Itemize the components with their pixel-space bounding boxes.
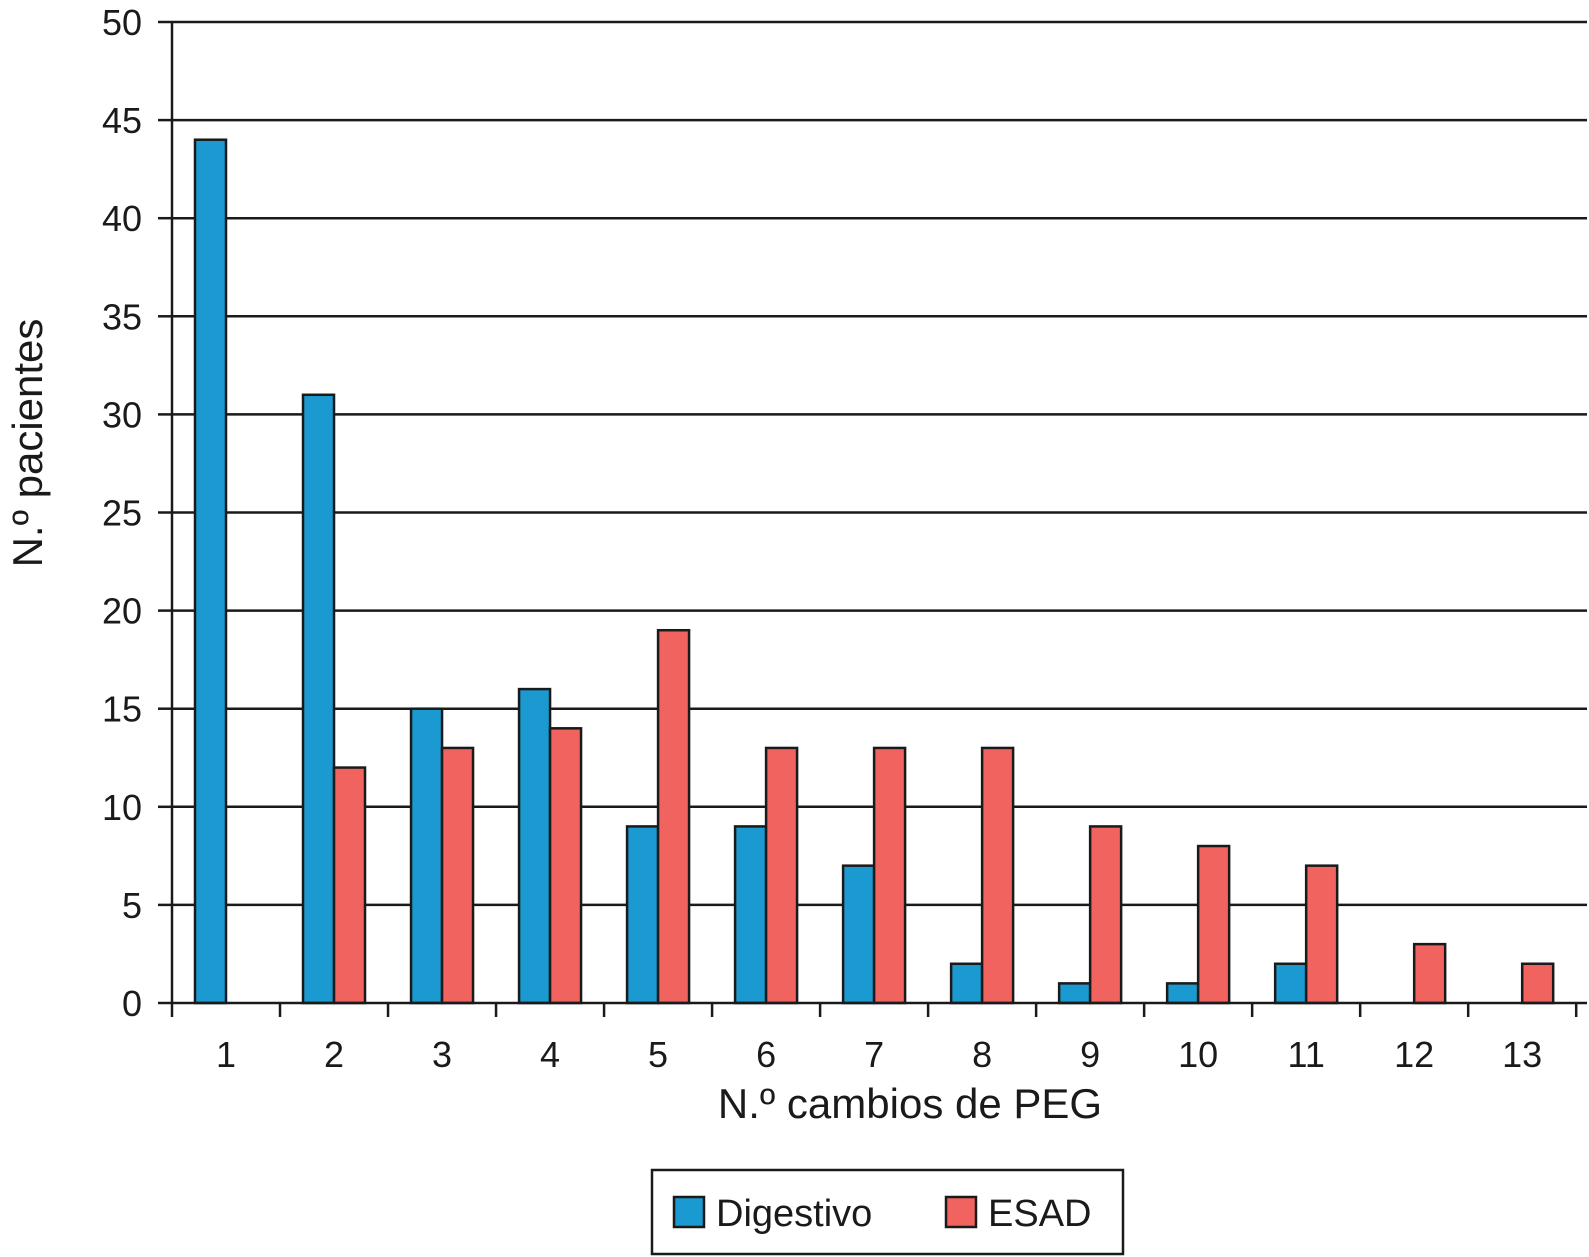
x-tick-label: 1 (216, 1034, 236, 1075)
x-tick-label: 7 (864, 1034, 884, 1075)
x-tick-label: 8 (972, 1034, 992, 1075)
bar-digestivo-3 (409, 707, 444, 1005)
x-tick-label: 5 (648, 1034, 668, 1075)
bar-esad-5 (656, 628, 691, 1005)
legend-label-digestivo: Digestivo (716, 1193, 872, 1235)
y-tick-label: 5 (122, 885, 142, 926)
bar-esad-6 (764, 746, 799, 1005)
bar-esad-11 (1304, 864, 1339, 1005)
legend-swatch-digestivo (672, 1195, 706, 1229)
y-tick-label: 10 (102, 787, 142, 828)
bar-digestivo-6 (733, 825, 768, 1005)
bar-digestivo-7 (841, 864, 876, 1005)
y-tick-label: 50 (102, 2, 142, 43)
x-tick-label: 12 (1394, 1034, 1434, 1075)
x-tick-label: 6 (756, 1034, 776, 1075)
x-tick-labels: 1 2 3 4 5 6 7 8 9 10 11 12 13 (170, 1003, 1578, 1075)
bar-esad-4 (548, 727, 583, 1005)
grid-lines (172, 20, 1587, 907)
bar-digestivo-10 (1165, 982, 1200, 1005)
y-tick-label: 40 (102, 198, 142, 239)
bar-esad-2 (332, 766, 367, 1005)
y-tick-label: 30 (102, 394, 142, 435)
bar-esad-12 (1412, 942, 1447, 1005)
bar-digestivo-8 (949, 962, 984, 1005)
bar-digestivo-9 (1057, 982, 1092, 1005)
bar-digestivo-1 (193, 138, 228, 1005)
bar-esad-3 (440, 746, 475, 1005)
bar-esad-10 (1196, 844, 1231, 1005)
x-tick-label: 9 (1080, 1034, 1100, 1075)
x-tick-label: 10 (1178, 1034, 1218, 1075)
legend: Digestivo ESAD (650, 1168, 1125, 1256)
y-tick-label: 35 (102, 296, 142, 337)
y-tick-label: 0 (122, 983, 142, 1024)
x-tick-label: 13 (1502, 1034, 1542, 1075)
legend-label-esad: ESAD (988, 1193, 1091, 1235)
x-axis-title: N.º cambios de PEG (718, 1080, 1102, 1127)
bar-esad-8 (980, 746, 1015, 1005)
y-tick-label: 25 (102, 493, 142, 534)
x-tick-label: 4 (540, 1034, 560, 1075)
bar-digestivo-4 (517, 687, 552, 1005)
x-tick-label: 3 (432, 1034, 452, 1075)
bar-esad-7 (872, 746, 907, 1005)
y-tick-label: 45 (102, 100, 142, 141)
bar-esad-13 (1520, 962, 1555, 1005)
bar-digestivo-2 (301, 393, 336, 1005)
bars (193, 138, 1555, 1005)
bar-digestivo-5 (625, 825, 660, 1005)
x-tick-label: 11 (1287, 1034, 1324, 1075)
y-axis-title: N.º pacientes (4, 319, 51, 568)
y-tick-label: 15 (102, 689, 142, 730)
y-tick-label: 20 (102, 591, 142, 632)
legend-box (650, 1168, 1125, 1256)
x-tick-label: 2 (324, 1034, 344, 1075)
bar-esad-9 (1088, 825, 1123, 1005)
bar-digestivo-11 (1273, 962, 1308, 1005)
legend-swatch-esad (944, 1195, 978, 1229)
y-tick-labels: 0 5 10 15 20 25 30 35 40 45 50 (102, 2, 172, 1024)
